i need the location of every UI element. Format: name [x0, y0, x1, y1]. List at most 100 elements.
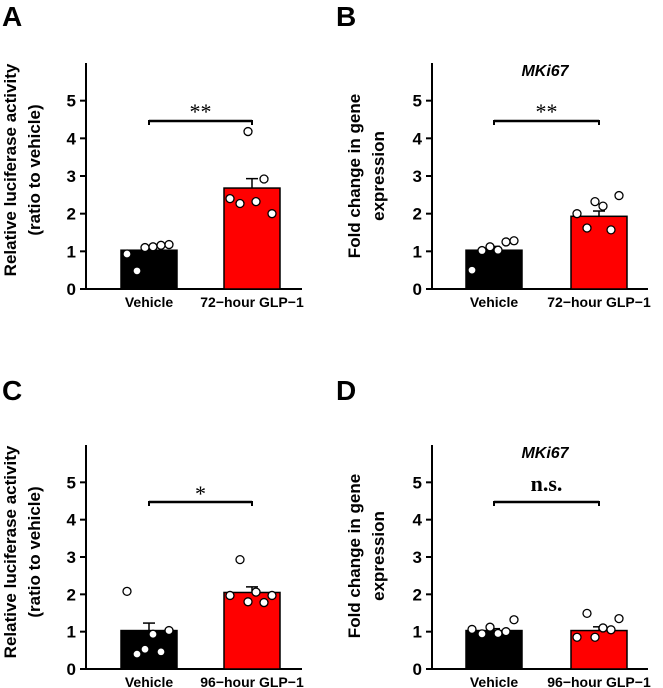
panel-c-significance-label: *	[195, 481, 206, 506]
panel-b-ytick-label-0: 0	[413, 280, 422, 299]
panel-b-category-label-vehicle: Vehicle	[470, 294, 518, 310]
panel-b-title: MKi67	[521, 63, 569, 80]
panel-a-point-glp1-6	[267, 209, 277, 219]
panel-c-point-vehicle-2	[132, 649, 142, 659]
panel-d-ytick-label-0: 0	[413, 660, 422, 679]
panel-b-point-glp1-2	[582, 223, 592, 233]
panel-a-point-glp1-1	[225, 193, 235, 204]
panel-a-point-vehicle-1	[122, 249, 132, 259]
panel-a-bar-vehicle	[120, 249, 178, 290]
panel-c-point-vehicle-1	[122, 586, 132, 596]
panel-b-ytick-label-1: 1	[413, 242, 422, 261]
panel-b-point-glp1-4	[598, 201, 608, 211]
panel-a-point-glp1-3	[243, 126, 253, 137]
panel-d-point-glp1-4	[598, 623, 608, 633]
panel-a-ylabel-line-1: Relative luciferase activity	[1, 63, 20, 276]
panel-d-point-vehicle-2	[477, 629, 487, 639]
panel-b-point-vehicle-5	[501, 237, 511, 247]
panel-d-ytick-label-1: 1	[413, 623, 422, 642]
panel-d-ylabel-line-1: Fold change in gene	[345, 474, 364, 638]
panel-b-category-label-glp1: 72−hour GLP−1	[547, 294, 651, 310]
panel-a-point-glp1-4	[251, 196, 261, 207]
panel-b-letter: B	[336, 1, 356, 32]
panel-d-point-glp1-5	[606, 625, 616, 635]
panel-a-ylabel-line-2: (ratio to vehicle)	[25, 104, 44, 235]
panel-c-point-vehicle-5	[156, 647, 166, 657]
panel-d-letter: D	[336, 375, 356, 406]
panel-b-point-glp1-3	[590, 196, 600, 207]
panel-c-point-glp1-4	[251, 587, 261, 597]
panel-c-point-glp1-1	[225, 590, 235, 601]
panel-d-point-glp1-3	[590, 632, 600, 642]
panel-b-point-vehicle-4	[493, 245, 503, 255]
panel-a-ytick-label-4: 4	[67, 129, 77, 148]
panel-a-ytick-label-2: 2	[67, 205, 76, 224]
panel-b-ytick-label-5: 5	[413, 92, 422, 111]
panel-c-category-label-glp1: 96−hour GLP−1	[200, 674, 304, 688]
panel-b-ylabel-line-2: expression	[369, 131, 388, 221]
panel-a-point-glp1-2	[235, 198, 245, 209]
panel-c-point-glp1-5	[259, 597, 269, 608]
panel-b-ytick-label-3: 3	[413, 167, 422, 186]
panel-a-ytick-label-0: 0	[67, 280, 76, 299]
panel-c-point-vehicle-3	[140, 644, 150, 654]
panel-d-category-label-vehicle: Vehicle	[470, 674, 518, 688]
panel-c-ylabel-line-2: (ratio to vehicle)	[25, 486, 44, 617]
panel-b-point-glp1-1	[572, 209, 582, 219]
panel-d-category-label-glp1: 96−hour GLP−1	[547, 674, 651, 688]
panel-a-point-vehicle-2	[132, 266, 142, 276]
panel-c-point-glp1-6	[267, 590, 277, 601]
panel-d-significance-label: n.s.	[531, 471, 563, 496]
panel-b-significance-label: **	[536, 99, 558, 124]
panel-a-point-vehicle-5	[156, 240, 166, 250]
panel-d-point-glp1-6	[614, 613, 624, 624]
panel-d-point-vehicle-4	[493, 628, 503, 639]
panel-a-significance-label: **	[190, 99, 212, 124]
panel-c-point-vehicle-6	[164, 625, 174, 636]
panel-c-ytick-label-2: 2	[67, 585, 76, 604]
panel-a-ytick-label-1: 1	[67, 242, 76, 261]
panel-a-point-glp1-5	[259, 174, 269, 184]
panel-d-point-glp1-1	[572, 632, 582, 642]
panel-c-category-label-vehicle: Vehicle	[125, 674, 173, 688]
panel-b-bar-glp1	[570, 215, 628, 290]
panel-c-point-vehicle-4	[148, 629, 158, 639]
panel-a-point-vehicle-3	[140, 242, 150, 253]
panel-d-ylabel-line-2: expression	[369, 511, 388, 601]
panel-d-point-vehicle-3	[485, 622, 495, 632]
panel-d-ytick-label-2: 2	[413, 585, 422, 604]
panel-c-ytick-label-4: 4	[67, 511, 77, 530]
panel-b-point-glp1-6	[614, 190, 624, 201]
panel-b-ytick-label-2: 2	[413, 205, 422, 224]
panel-d-ytick-label-3: 3	[413, 548, 422, 567]
panel-d-point-vehicle-1	[467, 624, 477, 635]
panel-a-category-label-vehicle: Vehicle	[125, 294, 173, 310]
panel-d-bar-vehicle	[465, 629, 523, 670]
panel-b-point-vehicle-1	[467, 265, 477, 275]
panel-d-point-vehicle-5	[501, 627, 511, 637]
panel-c-ytick-label-3: 3	[67, 548, 76, 567]
panel-b-point-glp1-5	[606, 225, 616, 235]
panel-c-ytick-label-0: 0	[67, 660, 76, 679]
panel-c-ytick-label-1: 1	[67, 623, 76, 642]
panel-b-point-vehicle-6	[509, 236, 519, 246]
panel-b-ylabel-line-1: Fold change in gene	[345, 94, 364, 258]
panel-d-ytick-label-4: 4	[413, 511, 423, 530]
panel-a-letter: A	[2, 1, 22, 32]
panel-a-category-label-glp1: 72−hour GLP−1	[200, 294, 304, 310]
panel-c-letter: C	[2, 375, 22, 406]
panel-d-ytick-label-5: 5	[413, 473, 422, 492]
panel-b-ytick-label-4: 4	[413, 129, 423, 148]
panel-c-ytick-label-5: 5	[67, 473, 76, 492]
panel-d-point-glp1-2	[582, 608, 592, 619]
panel-c-point-glp1-3	[243, 597, 253, 607]
panel-b-point-vehicle-2	[477, 245, 487, 256]
panel-c-point-glp1-2	[235, 554, 245, 565]
panel-a-ytick-label-5: 5	[67, 92, 76, 111]
panel-c-bar-glp1	[223, 591, 281, 670]
panel-c-ylabel-line-1: Relative luciferase activity	[1, 445, 20, 658]
panel-a-ytick-label-3: 3	[67, 167, 76, 186]
panel-d-point-vehicle-6	[509, 615, 519, 625]
panel-a-bar-glp1	[223, 187, 281, 290]
